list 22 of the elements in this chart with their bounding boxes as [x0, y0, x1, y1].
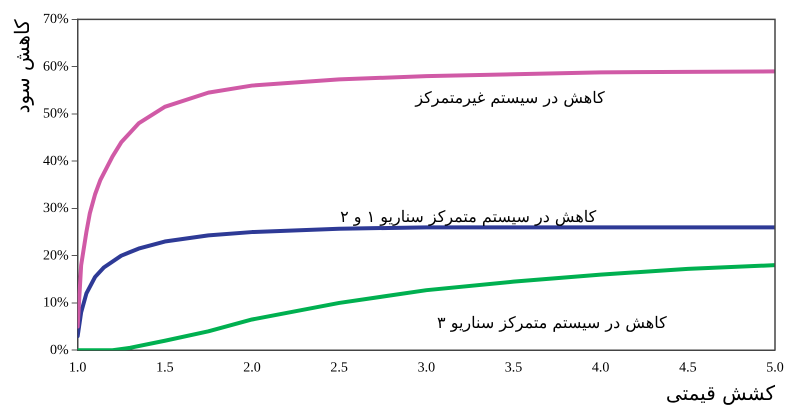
y-tick-label: 0%: [50, 342, 69, 358]
x-axis-title: کشش قیمتی: [666, 381, 776, 406]
x-tick-label: 2.0: [243, 360, 261, 376]
y-tick-label: 50%: [42, 106, 69, 122]
x-tick-label: 3.0: [418, 360, 436, 376]
x-tick-label: 1.5: [156, 360, 174, 376]
y-tick-label: 20%: [42, 248, 69, 264]
series-label: کاهش در سیستم متمرکز سناریو ۱ و ۲: [340, 207, 597, 226]
y-tick-label: 60%: [42, 59, 69, 74]
y-tick-label: 40%: [42, 154, 69, 169]
y-axis-title: کاهش سود: [10, 18, 34, 114]
y-tick-label: 70%: [42, 12, 69, 28]
y-tick-label: 30%: [42, 201, 69, 216]
x-tick-label: 2.5: [330, 360, 348, 376]
x-tick-label: 4.0: [592, 360, 610, 376]
x-tick-label: 4.5: [679, 360, 697, 376]
y-tick-label: 10%: [42, 296, 69, 311]
series-label: کاهش در سیستم متمرکز سناریو ۳: [437, 312, 668, 332]
x-tick-label: 1.0: [68, 360, 86, 376]
x-tick-label: 3.5: [504, 360, 522, 376]
series-label: کاهش در سیستم غیرمتمرکز: [414, 88, 606, 107]
x-tick-label: 5.0: [766, 360, 784, 376]
